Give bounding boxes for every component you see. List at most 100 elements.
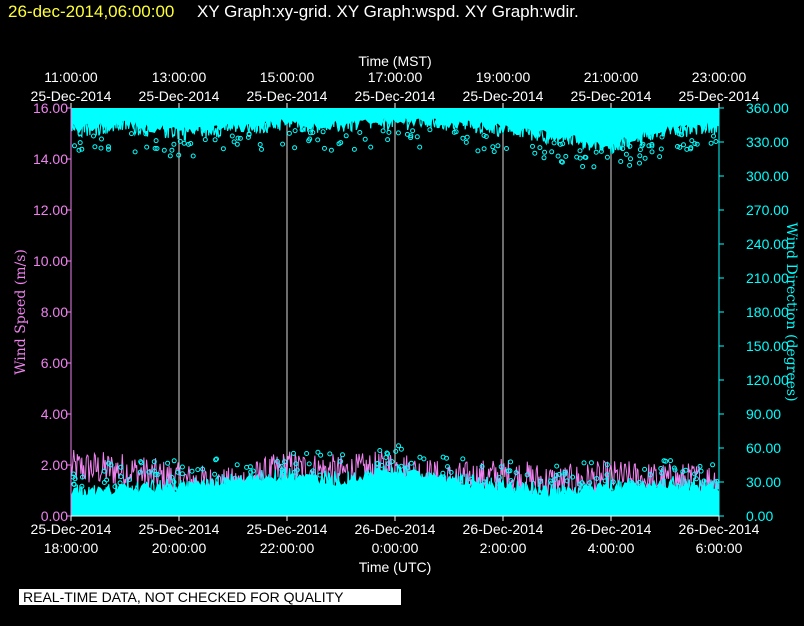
- wind-direction-point: [247, 464, 253, 470]
- y-right-tick-label: 30.00: [746, 474, 781, 490]
- wind-direction-point: [153, 138, 159, 144]
- y-right-tick-label: 240.00: [746, 236, 789, 252]
- top-tick-date: 25-Dec-2014: [247, 88, 328, 104]
- wind-direction-point: [642, 466, 648, 472]
- wind-direction-point: [560, 141, 566, 147]
- wind-direction-point: [551, 140, 557, 146]
- wind-direction-point: [143, 131, 149, 137]
- y-right-tick-label: 0.00: [746, 508, 773, 524]
- wind-direction-point: [118, 474, 124, 480]
- wind-direction-point: [479, 464, 485, 469]
- top-tick-date: 25-Dec-2014: [463, 88, 544, 104]
- bottom-tick-date: 26-Dec-2014: [463, 521, 544, 537]
- wind-direction-point: [710, 462, 716, 468]
- wind-direction-point: [464, 134, 470, 140]
- wind-direction-point: [570, 474, 576, 480]
- wind-direction-point: [169, 147, 175, 153]
- wind-direction-point: [101, 468, 107, 474]
- wind-direction-point: [77, 140, 83, 146]
- bottom-tick-date: 26-Dec-2014: [571, 521, 652, 537]
- wind-direction-point: [155, 472, 161, 477]
- wind-direction-point: [604, 472, 610, 478]
- top-tick-time: 11:00:00: [44, 69, 98, 85]
- wind-direction-point: [460, 456, 466, 462]
- wind-direction-point: [490, 144, 496, 150]
- wind-direction-point: [328, 147, 334, 153]
- wind-direction-point: [212, 471, 218, 477]
- wind-direction-point: [71, 482, 77, 487]
- wind-direction-point: [574, 154, 580, 160]
- wind-direction-point: [460, 135, 466, 141]
- y-right-tick-label: 330.00: [746, 134, 789, 150]
- wind-direction-point: [175, 469, 181, 475]
- wind-direction-point: [310, 468, 316, 474]
- wind-direction-point: [322, 145, 327, 151]
- wind-direction-point: [92, 144, 98, 150]
- wind-direction-point: [658, 466, 664, 471]
- wind-direction-point: [385, 137, 391, 143]
- wind-direction-point: [375, 461, 381, 466]
- y-left-tick-label: 16.00: [33, 100, 68, 116]
- wind-direction-point: [405, 465, 410, 471]
- wind-direction-point: [293, 461, 299, 467]
- wind-direction-point: [231, 139, 237, 145]
- wind-direction-point: [495, 480, 501, 486]
- wind-direction-point: [237, 135, 243, 141]
- top-tick-date: 25-Dec-2014: [31, 88, 112, 104]
- wind-direction-point: [379, 462, 385, 468]
- wind-direction-point: [169, 474, 175, 480]
- wind-direction-point: [448, 469, 454, 475]
- wind-direction-point: [649, 143, 655, 149]
- wind-direction-point: [542, 149, 548, 155]
- wind-direction-point: [213, 457, 219, 463]
- y-left-tick-label: 8.00: [41, 304, 68, 320]
- wind-direction-point: [292, 145, 298, 151]
- bottom-tick-date: 25-Dec-2014: [247, 521, 328, 537]
- wind-direction-point: [357, 130, 363, 135]
- wind-direction-point: [562, 469, 568, 475]
- y-left-tick-label: 10.00: [33, 253, 68, 269]
- y-left-tick-label: 14.00: [33, 151, 68, 167]
- wind-direction-point: [79, 474, 85, 480]
- wind-direction-point: [659, 134, 665, 140]
- wind-direction-point: [336, 141, 342, 147]
- wind-direction-point: [179, 471, 185, 477]
- wind-direction-point: [398, 463, 404, 469]
- wind-direction-point: [91, 133, 96, 139]
- wind-direction-point: [496, 475, 502, 481]
- wind-direction-high-line: [70, 107, 720, 155]
- wind-direction-point: [374, 466, 380, 472]
- wind-direction-point: [315, 449, 321, 455]
- wind-direction-point: [307, 130, 313, 136]
- wind-direction-point: [393, 448, 399, 454]
- wind-direction-point: [541, 155, 547, 161]
- wind-direction-point: [637, 160, 642, 166]
- wind-direction-point: [582, 154, 588, 160]
- y-right-tick-label: 210.00: [746, 270, 789, 286]
- top-tick-date: 25-Dec-2014: [571, 88, 652, 104]
- bottom-axis-label: Time (UTC): [359, 559, 432, 575]
- wind-direction-point: [318, 452, 324, 458]
- wind-direction-point: [537, 479, 543, 484]
- wind-direction-point: [672, 467, 678, 473]
- wind-direction-point: [165, 460, 171, 466]
- wind-direction-point: [680, 469, 686, 475]
- wind-direction-point: [171, 479, 177, 485]
- wind-direction-point: [657, 154, 663, 160]
- wind-direction-point: [658, 146, 664, 152]
- wind-direction-point: [117, 480, 123, 486]
- wind-direction-point: [146, 469, 152, 475]
- wind-direction-point: [76, 147, 82, 153]
- bottom-tick-time: 22:00:00: [260, 540, 315, 556]
- wind-direction-point: [701, 478, 707, 484]
- right-axis-label: Wind Direction (degrees): [783, 222, 799, 401]
- wind-direction-point: [248, 469, 254, 475]
- bottom-tick-time: 18:00:00: [44, 540, 99, 556]
- wind-direction-point: [177, 138, 183, 144]
- wind-direction-point: [126, 477, 132, 482]
- wind-direction-point: [176, 152, 182, 158]
- wind-direction-point: [259, 146, 264, 152]
- wind-direction-point: [679, 132, 685, 138]
- wind-direction-point: [524, 472, 530, 478]
